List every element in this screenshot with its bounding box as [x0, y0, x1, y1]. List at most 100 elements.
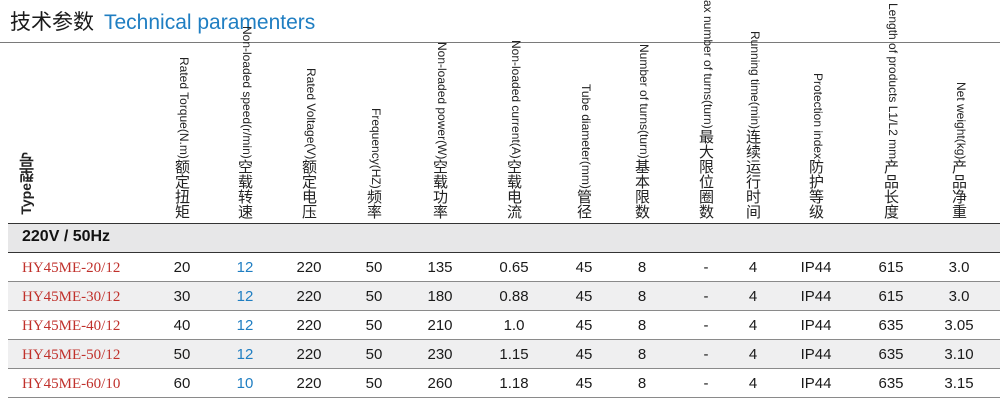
- cell-length: 635: [878, 317, 904, 334]
- cell-power: 260: [427, 375, 453, 392]
- table-row: HY45ME-50/12 50 12 220 50 230 1.15 45 8 - 4 IP44 635…: [8, 340, 1000, 369]
- header-speed-en: Non-loaded speed(r/min): [240, 26, 254, 159]
- cell-torque: 20: [173, 259, 191, 276]
- cell-current: 1.15: [499, 346, 529, 363]
- cell-speed: 12: [236, 259, 254, 276]
- cell-length: 635: [878, 375, 904, 392]
- cell-voltage: 220: [296, 259, 322, 276]
- cell-freq: 50: [365, 375, 383, 392]
- cell-power: 135: [427, 259, 453, 276]
- header-power: Non-loaded power(W) 空载功率: [410, 42, 470, 223]
- header-turns: Number of turns(turn) 基本限数: [612, 43, 672, 223]
- cell-runtime: 4: [748, 346, 758, 363]
- cell-runtime: 4: [748, 375, 758, 392]
- header-current: Non-loaded current(A) 空载电流: [484, 40, 544, 223]
- cell-ip: IP44: [800, 375, 832, 392]
- cell-weight: 3.15: [944, 375, 974, 392]
- header-length-en: Length of products L1/L2 mm: [886, 2, 900, 159]
- cell-torque: 50: [173, 346, 191, 363]
- cell-tube: 45: [575, 259, 593, 276]
- cell-weight: 3.10: [944, 346, 974, 363]
- cell-ip: IP44: [800, 317, 832, 334]
- header-current-en: Non-loaded current(A): [509, 40, 523, 159]
- header-torque-cn: 额定扭矩: [173, 159, 191, 219]
- cell-model: HY45ME-40/12: [22, 318, 121, 334]
- header-maxturns-en: Max number of turns(turn): [701, 0, 715, 129]
- cell-power: 230: [427, 346, 453, 363]
- header-divider: [8, 223, 1000, 224]
- cell-ip: IP44: [800, 346, 832, 363]
- cell-freq: 50: [365, 259, 383, 276]
- cell-speed: 10: [236, 375, 254, 392]
- cell-voltage: 220: [296, 288, 322, 305]
- cell-tube: 45: [575, 317, 593, 334]
- cell-speed: 12: [236, 317, 254, 334]
- header-speed: Non-loaded speed(r/min) 空载转速: [215, 26, 275, 223]
- header-torque: Rated Torque(N.m) 额定扭矩: [152, 43, 212, 223]
- cell-length: 635: [878, 346, 904, 363]
- table-header: Type 型号 Rated Torque(N.m) 额定扭矩 Non-loaded …: [0, 0, 1000, 223]
- table-body: HY45ME-20/12 20 12 220 50 135 0.65 45 8 - 4 IP44 615…: [8, 253, 1000, 398]
- title-english: Technical paramenters: [104, 11, 316, 34]
- header-runtime: Running time(min) 连续运行时间: [723, 31, 783, 223]
- cell-tube: 45: [575, 346, 593, 363]
- header-tube: Tube diameter(mm) 管径: [554, 43, 614, 223]
- section-row: 220V / 50Hz: [8, 224, 1000, 252]
- header-ip-en: Protection index: [811, 72, 825, 159]
- header-turns-en: Number of turns(turn): [637, 44, 651, 159]
- cell-current: 0.88: [499, 288, 529, 305]
- cell-turns: 8: [637, 346, 647, 363]
- cell-tube: 45: [575, 288, 593, 305]
- header-type-en: Type: [18, 183, 34, 215]
- cell-voltage: 220: [296, 375, 322, 392]
- table-row: HY45ME-40/12 40 12 220 50 210 1.0 45 8 - 4 IP44 635 3…: [8, 311, 1000, 340]
- cell-maxturns: -: [703, 259, 709, 276]
- cell-length: 615: [878, 259, 904, 276]
- cell-maxturns: -: [703, 317, 709, 334]
- cell-runtime: 4: [748, 317, 758, 334]
- cell-power: 210: [427, 317, 453, 334]
- cell-ip: IP44: [800, 288, 832, 305]
- cell-torque: 40: [173, 317, 191, 334]
- header-ip-cn: 防护等级: [807, 159, 825, 219]
- cell-runtime: 4: [748, 288, 758, 305]
- cell-maxturns: -: [703, 346, 709, 363]
- section-label: 220V / 50Hz: [22, 228, 111, 245]
- cell-current: 1.0: [503, 317, 525, 334]
- cell-freq: 50: [365, 288, 383, 305]
- cell-weight: 3.05: [944, 317, 974, 334]
- cell-freq: 50: [365, 317, 383, 334]
- header-type: Type 型号: [0, 43, 80, 223]
- cell-maxturns: -: [703, 375, 709, 392]
- table-row: HY45ME-60/10 60 10 220 50 260 1.18 45 8 - 4 IP44 635…: [8, 369, 1000, 398]
- cell-speed: 12: [236, 288, 254, 305]
- header-weight: Net weight(kg) 产品净重: [929, 43, 989, 223]
- header-length: Length of products L1/L2 mm 产品长度: [861, 3, 921, 223]
- cell-turns: 8: [637, 288, 647, 305]
- cell-length: 615: [878, 288, 904, 305]
- header-length-cn: 产品长度: [882, 159, 900, 219]
- table-row: HY45ME-30/12 30 12 220 50 180 0.88 45 8 - 4 IP44 615…: [8, 282, 1000, 311]
- header-power-cn: 空载功率: [431, 159, 449, 219]
- header-tube-en: Tube diameter(mm): [579, 84, 593, 189]
- cell-turns: 8: [637, 317, 647, 334]
- cell-turns: 8: [637, 259, 647, 276]
- cell-ip: IP44: [800, 259, 832, 276]
- cell-torque: 60: [173, 375, 191, 392]
- cell-power: 180: [427, 288, 453, 305]
- cell-tube: 45: [575, 375, 593, 392]
- header-weight-cn: 产品净重: [950, 159, 968, 219]
- cell-freq: 50: [365, 346, 383, 363]
- cell-current: 1.18: [499, 375, 529, 392]
- cell-runtime: 4: [748, 259, 758, 276]
- cell-model: HY45ME-50/12: [22, 347, 121, 363]
- header-freq-en: Frequency(HZ): [369, 108, 383, 189]
- cell-model: HY45ME-20/12: [22, 260, 121, 276]
- header-speed-cn: 空载转速: [236, 159, 254, 219]
- header-runtime-cn: 连续运行时间: [744, 129, 762, 219]
- header-maxturns-cn: 最大限位圈数: [697, 129, 715, 219]
- cell-model: HY45ME-60/10: [22, 376, 121, 392]
- cell-speed: 12: [236, 346, 254, 363]
- cell-torque: 30: [173, 288, 191, 305]
- header-voltage-cn: 额定电压: [300, 159, 318, 219]
